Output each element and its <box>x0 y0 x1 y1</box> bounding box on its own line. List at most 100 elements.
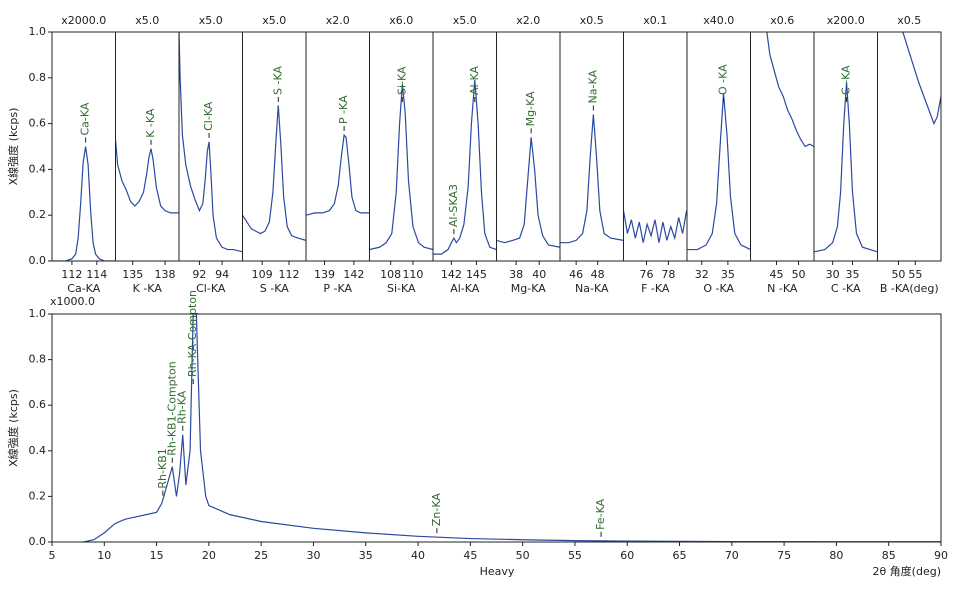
spectrum-line <box>83 314 941 542</box>
annotation-label: S -KA <box>271 66 284 95</box>
plot-area <box>242 105 306 241</box>
x-tick-label: 60 <box>620 549 634 562</box>
y-tick-label: 0.2 <box>29 208 47 221</box>
spectrum-line <box>560 114 624 244</box>
scale-label: x2.0 <box>516 14 540 27</box>
y-tick-label: 0.2 <box>29 489 47 502</box>
x-tick-label: 142 <box>441 268 462 281</box>
spectrum-line <box>433 80 497 255</box>
element-label: O -KA <box>703 282 734 295</box>
scale-label: x6.0 <box>389 14 413 27</box>
annotation-label: Cl-KA <box>202 101 215 131</box>
y-tick-label: 1.0 <box>29 307 47 320</box>
spectrum-line <box>623 210 687 243</box>
y-tick-label: 0.8 <box>29 353 47 366</box>
element-label: N -KA <box>767 282 798 295</box>
scale-label: x5.0 <box>262 14 286 27</box>
panel-frame <box>369 31 434 262</box>
x-tick-label: 40 <box>411 549 425 562</box>
element-label: S -KA <box>260 282 289 295</box>
x-tick-label: 92 <box>192 268 206 281</box>
annotation-label: Na-KA <box>586 69 599 103</box>
y-axis-label: X線強度 (kcps) <box>6 108 20 186</box>
x-tick-label: 35 <box>845 268 859 281</box>
element-label: C -KA <box>831 282 861 295</box>
x-tick-label: 142 <box>343 268 364 281</box>
scale-label: x5.0 <box>453 14 477 27</box>
x-tick-label: 135 <box>122 268 143 281</box>
scale-label: x5.0 <box>199 14 223 27</box>
spectrum-line <box>766 32 814 148</box>
x-axis-label: Heavy <box>480 565 515 578</box>
annotation-label: O -KA <box>717 64 730 95</box>
x-tick-label: 80 <box>829 549 843 562</box>
y-tick-label: 1.0 <box>29 25 47 38</box>
spectrum-line <box>52 146 116 261</box>
x-tick-label: 145 <box>466 268 487 281</box>
annotation-label: P -KA <box>337 95 350 124</box>
x-tick-label: 25 <box>254 549 268 562</box>
x-tick-label: 30 <box>826 268 840 281</box>
element-label: Al-KA <box>450 282 480 295</box>
annotation-label: Si-KA <box>395 66 408 95</box>
plot-area <box>902 32 941 126</box>
panel-frame <box>115 31 180 262</box>
x-tick-label: 32 <box>695 268 709 281</box>
x-tick-label: 45 <box>463 549 477 562</box>
annotation-label: C -KA <box>840 65 853 95</box>
plot-area <box>496 137 560 248</box>
element-label: P -KA <box>323 282 352 295</box>
x-tick-label: 15 <box>150 549 164 562</box>
x-tick-label: 75 <box>777 549 791 562</box>
x-tick-label: 5 <box>49 549 56 562</box>
panel-frame <box>432 31 497 262</box>
plot-area <box>814 82 878 253</box>
x-tick-label: 65 <box>673 549 687 562</box>
element-label: Mg-KA <box>511 282 546 295</box>
element-label: Si-KA <box>387 282 416 295</box>
plot-area <box>687 93 751 251</box>
x-tick-label: 50 <box>891 268 905 281</box>
x-tick-label: 20 <box>202 549 216 562</box>
element-label: Na-KA <box>575 282 609 295</box>
spectrum-line <box>814 82 878 253</box>
panel-frame <box>178 31 243 262</box>
element-label: F -KA <box>641 282 670 295</box>
panel-frame <box>559 31 624 262</box>
panel-frame <box>51 313 942 543</box>
scale-label: x2000.0 <box>61 14 106 27</box>
plot-area <box>52 146 116 261</box>
annotation-label: Fe-KA <box>594 498 607 529</box>
element-label: Cl-KA <box>196 282 226 295</box>
y-tick-label: 0.0 <box>29 535 47 548</box>
spectrum-line <box>179 32 243 253</box>
spectrum-line <box>306 133 370 216</box>
x-tick-label: 138 <box>155 268 176 281</box>
panel-frame <box>496 31 561 262</box>
scale-label: x0.6 <box>770 14 794 27</box>
y-tick-label: 0.4 <box>29 444 47 457</box>
scale-label: x5.0 <box>135 14 159 27</box>
x-tick-label: 70 <box>725 549 739 562</box>
plot-area <box>83 314 941 542</box>
x-tick-label: 45 <box>770 268 784 281</box>
x-tick-label: 48 <box>591 268 605 281</box>
spectrum-line <box>687 93 751 251</box>
scale-label: x200.0 <box>827 14 865 27</box>
x-unit-label: 2θ 角度(deg) <box>872 564 941 578</box>
plot-area <box>560 114 624 244</box>
x-tick-label: 114 <box>86 268 107 281</box>
x-tick-label: 85 <box>882 549 896 562</box>
spectrum-line <box>496 137 560 248</box>
y-tick-label: 0.8 <box>29 71 47 84</box>
annotation-label: Mg-KA <box>524 91 537 126</box>
plot-area <box>766 32 814 148</box>
annotation-label: Rh-KB1 <box>156 448 169 488</box>
y-tick-label: 0.6 <box>29 398 47 411</box>
annotation-label: Al-SKA3 <box>447 184 460 227</box>
annotation-label: Rh-KA-Compton <box>186 290 199 377</box>
spectrum-line <box>902 32 941 126</box>
x-tick-label: 55 <box>568 549 582 562</box>
